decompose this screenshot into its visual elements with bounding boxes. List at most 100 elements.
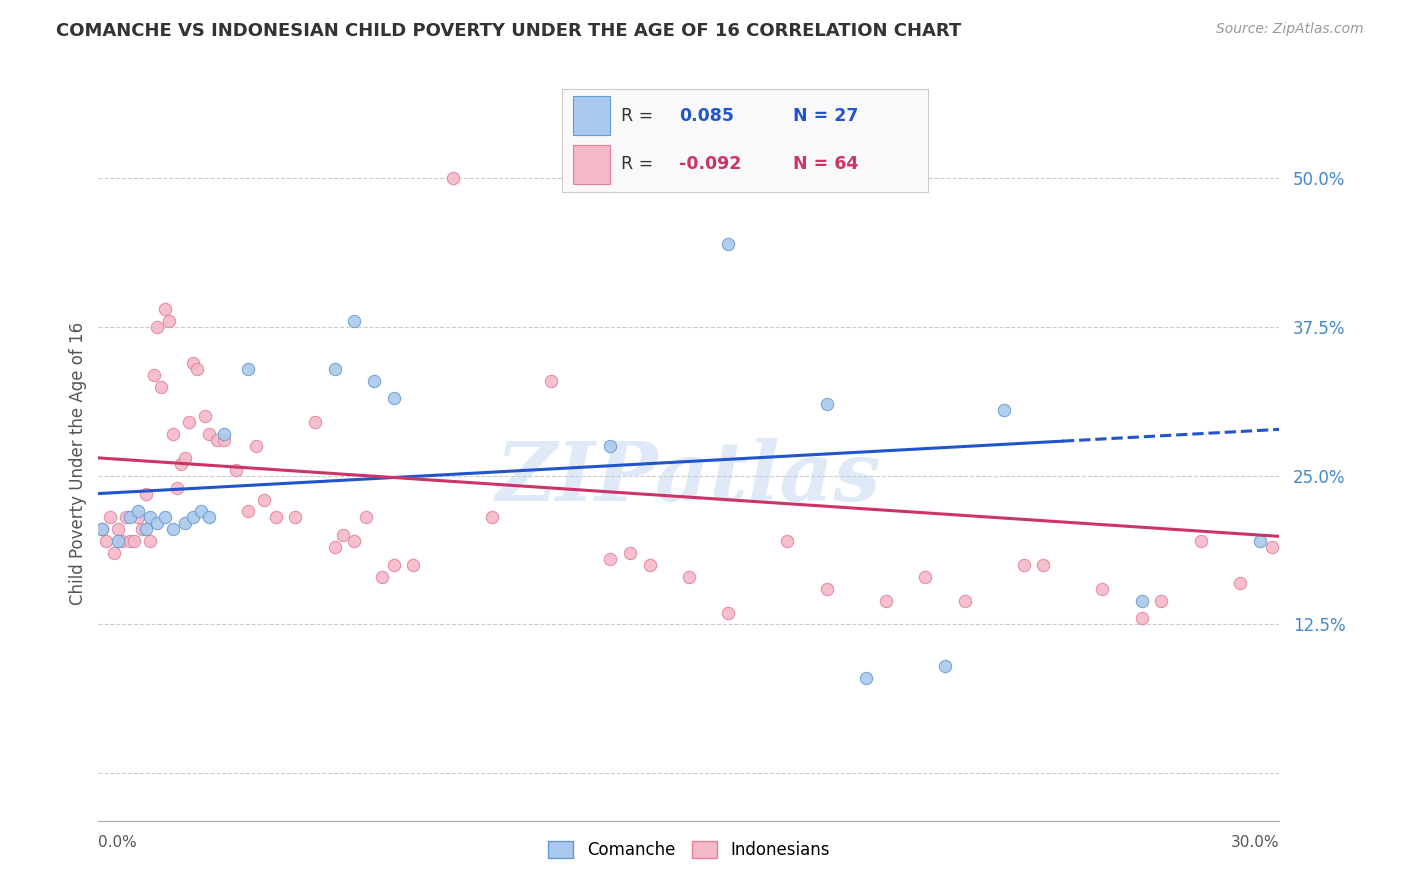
Point xyxy=(157,314,180,328)
Point xyxy=(855,671,877,685)
Point xyxy=(1091,582,1114,596)
Point xyxy=(107,534,129,549)
Point xyxy=(1130,593,1153,607)
Point xyxy=(371,570,394,584)
Point xyxy=(382,392,405,406)
Point xyxy=(717,606,740,620)
Point xyxy=(1189,534,1212,549)
Point xyxy=(181,356,204,370)
Bar xyxy=(574,96,610,136)
Point xyxy=(96,534,118,549)
Point xyxy=(236,361,259,376)
Point xyxy=(197,427,219,442)
Point xyxy=(1249,534,1271,549)
Point xyxy=(177,415,200,429)
Point xyxy=(776,534,799,549)
Point xyxy=(127,504,149,518)
Point xyxy=(934,659,956,673)
Point xyxy=(155,302,177,317)
Point xyxy=(135,522,157,536)
Point xyxy=(1032,558,1054,572)
Point xyxy=(354,510,377,524)
Point xyxy=(174,450,197,465)
Point xyxy=(441,171,464,186)
Point xyxy=(225,463,247,477)
Point xyxy=(343,314,366,328)
Point xyxy=(135,486,157,500)
Text: 30.0%: 30.0% xyxy=(1232,835,1279,850)
Point xyxy=(91,522,114,536)
Point xyxy=(1150,593,1173,607)
Point xyxy=(122,534,145,549)
Text: N = 27: N = 27 xyxy=(793,107,858,125)
Point xyxy=(181,510,204,524)
Text: 0.085: 0.085 xyxy=(679,107,734,125)
Point xyxy=(363,374,385,388)
Point xyxy=(638,558,661,572)
Bar xyxy=(574,145,610,184)
Point xyxy=(166,481,188,495)
Point xyxy=(1229,575,1251,590)
Point xyxy=(150,379,173,393)
Point xyxy=(138,510,160,524)
Point xyxy=(304,415,326,429)
Point xyxy=(118,510,141,524)
Point xyxy=(103,546,125,560)
Point xyxy=(131,522,153,536)
Point xyxy=(323,540,346,554)
Point xyxy=(190,504,212,518)
Text: R =: R = xyxy=(621,107,654,125)
Point xyxy=(194,409,217,424)
Point xyxy=(875,593,897,607)
Point xyxy=(332,528,354,542)
Point xyxy=(343,534,366,549)
Point xyxy=(1130,611,1153,625)
Point xyxy=(1260,540,1282,554)
Y-axis label: Child Poverty Under the Age of 16: Child Poverty Under the Age of 16 xyxy=(69,322,87,606)
Text: N = 64: N = 64 xyxy=(793,155,858,173)
Point xyxy=(138,534,160,549)
Text: COMANCHE VS INDONESIAN CHILD POVERTY UNDER THE AGE OF 16 CORRELATION CHART: COMANCHE VS INDONESIAN CHILD POVERTY UND… xyxy=(56,22,962,40)
Text: -0.092: -0.092 xyxy=(679,155,742,173)
Point xyxy=(284,510,307,524)
Point xyxy=(678,570,700,584)
Point xyxy=(205,433,228,447)
Point xyxy=(162,522,184,536)
Point xyxy=(236,504,259,518)
Point xyxy=(619,546,641,560)
Point xyxy=(214,427,236,442)
Point xyxy=(402,558,425,572)
Legend: Comanche, Indonesians: Comanche, Indonesians xyxy=(541,834,837,866)
Point xyxy=(162,427,184,442)
Point xyxy=(146,320,169,334)
Point xyxy=(599,552,621,566)
Point xyxy=(214,433,236,447)
Text: 0.0%: 0.0% xyxy=(98,835,138,850)
Point xyxy=(155,510,177,524)
Point xyxy=(174,516,197,531)
Point xyxy=(993,403,1015,417)
Point xyxy=(197,510,219,524)
Point xyxy=(481,510,503,524)
Point xyxy=(815,582,838,596)
Point xyxy=(127,510,149,524)
Point xyxy=(1012,558,1035,572)
Point xyxy=(540,374,562,388)
Point xyxy=(98,510,121,524)
Point xyxy=(599,439,621,453)
Point xyxy=(382,558,405,572)
Point xyxy=(914,570,936,584)
Point xyxy=(118,534,141,549)
Point xyxy=(111,534,134,549)
Point xyxy=(146,516,169,531)
Point xyxy=(815,397,838,411)
Text: ZIPatlas: ZIPatlas xyxy=(496,438,882,518)
Point xyxy=(717,236,740,251)
Point xyxy=(170,457,193,471)
Point xyxy=(245,439,267,453)
Point xyxy=(253,492,276,507)
Point xyxy=(107,522,129,536)
Point xyxy=(323,361,346,376)
Point xyxy=(142,368,165,382)
Text: R =: R = xyxy=(621,155,654,173)
